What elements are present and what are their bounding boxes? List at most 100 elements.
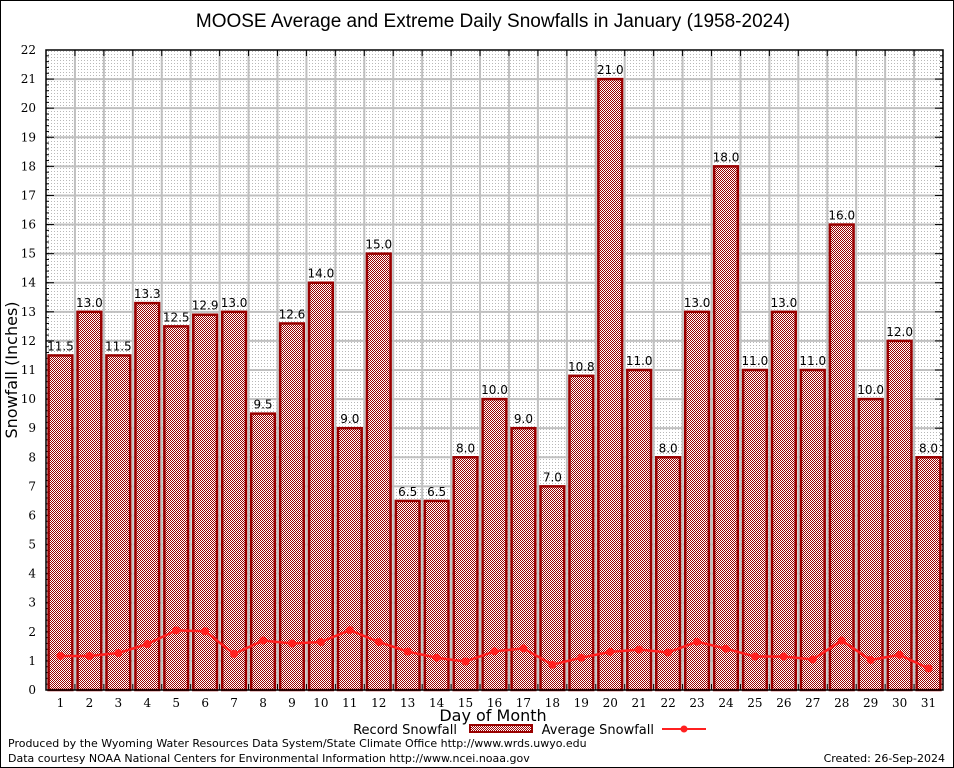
y-tick-label: 4 <box>28 567 36 581</box>
bar-day-29 <box>857 397 884 692</box>
average-point <box>287 639 296 648</box>
average-point <box>693 637 702 646</box>
average-point <box>316 638 325 646</box>
bars <box>47 77 942 692</box>
y-tick-label: 20 <box>21 101 36 115</box>
average-point <box>895 650 904 659</box>
x-tick-label: 25 <box>747 696 762 710</box>
chart-title: MOOSE Average and Extreme Daily Snowfall… <box>196 11 790 32</box>
bar-day-20 <box>597 77 624 692</box>
x-tick-label: 24 <box>718 696 734 710</box>
bar-label: 6.5 <box>398 485 417 499</box>
x-tick-label: 1 <box>57 696 65 710</box>
average-line <box>56 626 933 673</box>
average-point <box>345 626 354 635</box>
x-axis: 1 2 3 4 5 6 7 8 9 10 11 12 13 14 15 16 17 18 19 20 21 22 23 24 2… <box>57 50 936 710</box>
x-tick-label: 2 <box>86 696 94 710</box>
average-point <box>432 653 441 662</box>
y-tick-label: 1 <box>28 654 36 668</box>
x-tick-label: 18 <box>545 696 560 710</box>
bar-label: 12.5 <box>163 310 190 324</box>
x-tick-label: 28 <box>834 696 849 710</box>
y-tick-label: 0 <box>28 683 36 697</box>
y-tick-label: 13 <box>21 305 36 319</box>
average-point <box>837 636 846 645</box>
bar-day-12 <box>365 252 392 692</box>
y-tick-label: 10 <box>21 392 36 406</box>
x-tick-label: 13 <box>400 696 415 710</box>
bar-day-1 <box>47 354 74 692</box>
bar-label: 16.0 <box>828 209 855 223</box>
bar-label: 12.6 <box>279 307 306 321</box>
bar-label: 13.0 <box>76 296 103 310</box>
legend-average-label: Average Snowfall <box>542 723 654 738</box>
bar-label: 15.0 <box>365 238 392 252</box>
x-tick-label: 17 <box>516 696 531 710</box>
bar-label: 10.0 <box>857 383 884 397</box>
bar-label: 13.0 <box>770 296 797 310</box>
bar-label: 11.0 <box>626 354 653 368</box>
average-point <box>924 664 933 673</box>
y-tick-label: 2 <box>28 625 36 639</box>
x-tick-label: 7 <box>230 696 238 710</box>
average-point <box>750 652 759 661</box>
x-tick-label: 15 <box>458 696 473 710</box>
bar-day-30 <box>886 339 913 692</box>
bar-day-15 <box>452 456 479 692</box>
y-axis-label: Snowfall (Inches) <box>2 301 21 438</box>
average-point <box>374 638 383 646</box>
average-point <box>259 636 268 645</box>
x-axis-label: Day of Month <box>439 706 546 725</box>
bar-label: 13.0 <box>221 296 248 310</box>
average-point <box>664 648 673 657</box>
bar-day-28 <box>828 223 855 692</box>
bar-label: 9.5 <box>253 398 272 412</box>
x-tick-label: 21 <box>632 696 647 710</box>
average-point <box>114 649 123 658</box>
x-tick-label: 29 <box>863 696 878 710</box>
average-point <box>866 656 875 665</box>
bar-label: 18.0 <box>713 150 740 164</box>
average-point <box>56 651 65 660</box>
average-point <box>635 645 644 654</box>
credit-line-1: Produced by the Wyoming Water Resources … <box>8 737 587 750</box>
bar-day-27 <box>799 368 826 692</box>
x-tick-label: 6 <box>201 696 209 710</box>
x-tick-label: 9 <box>288 696 296 710</box>
bar-label: 13.0 <box>684 296 711 310</box>
y-tick-label: 16 <box>21 218 36 232</box>
bar-day-9 <box>278 322 306 692</box>
y-tick-label: 9 <box>28 421 36 435</box>
x-tick-label: 8 <box>259 696 267 710</box>
bar-label: 8.0 <box>659 441 678 455</box>
bar-label: 10.8 <box>568 360 595 374</box>
x-tick-label: 11 <box>342 696 357 710</box>
bar-day-2 <box>76 310 103 692</box>
bar-label: 11.5 <box>105 339 132 353</box>
bar-day-10 <box>307 281 335 692</box>
bar-day-4 <box>134 301 161 692</box>
bar-label: 6.5 <box>427 485 446 499</box>
bar-label: 7.0 <box>543 470 562 484</box>
bar-label: 9.0 <box>340 412 359 426</box>
bar-label: 9.0 <box>514 412 533 426</box>
average-point <box>201 627 210 636</box>
credit-line-2: Data courtesy NOAA National Centers for … <box>8 752 530 765</box>
average-point <box>85 651 94 660</box>
y-tick-label: 8 <box>28 450 36 464</box>
x-tick-label: 23 <box>689 696 704 710</box>
y-tick-label: 14 <box>21 276 37 290</box>
bar-day-11 <box>336 426 363 692</box>
bar-label: 10.0 <box>481 383 508 397</box>
bar-label: 13.3 <box>134 287 161 301</box>
average-point <box>143 640 152 649</box>
average-point <box>606 647 615 656</box>
x-tick-label: 31 <box>921 696 936 710</box>
x-tick-label: 27 <box>805 696 820 710</box>
bar-day-13 <box>394 499 421 692</box>
y-tick-label: 3 <box>28 596 36 610</box>
bar-label: 8.0 <box>456 441 475 455</box>
average-point <box>721 644 730 653</box>
bar-labels: 11.513.011.513.312.512.9 13.09.512.614.09… <box>47 63 938 499</box>
